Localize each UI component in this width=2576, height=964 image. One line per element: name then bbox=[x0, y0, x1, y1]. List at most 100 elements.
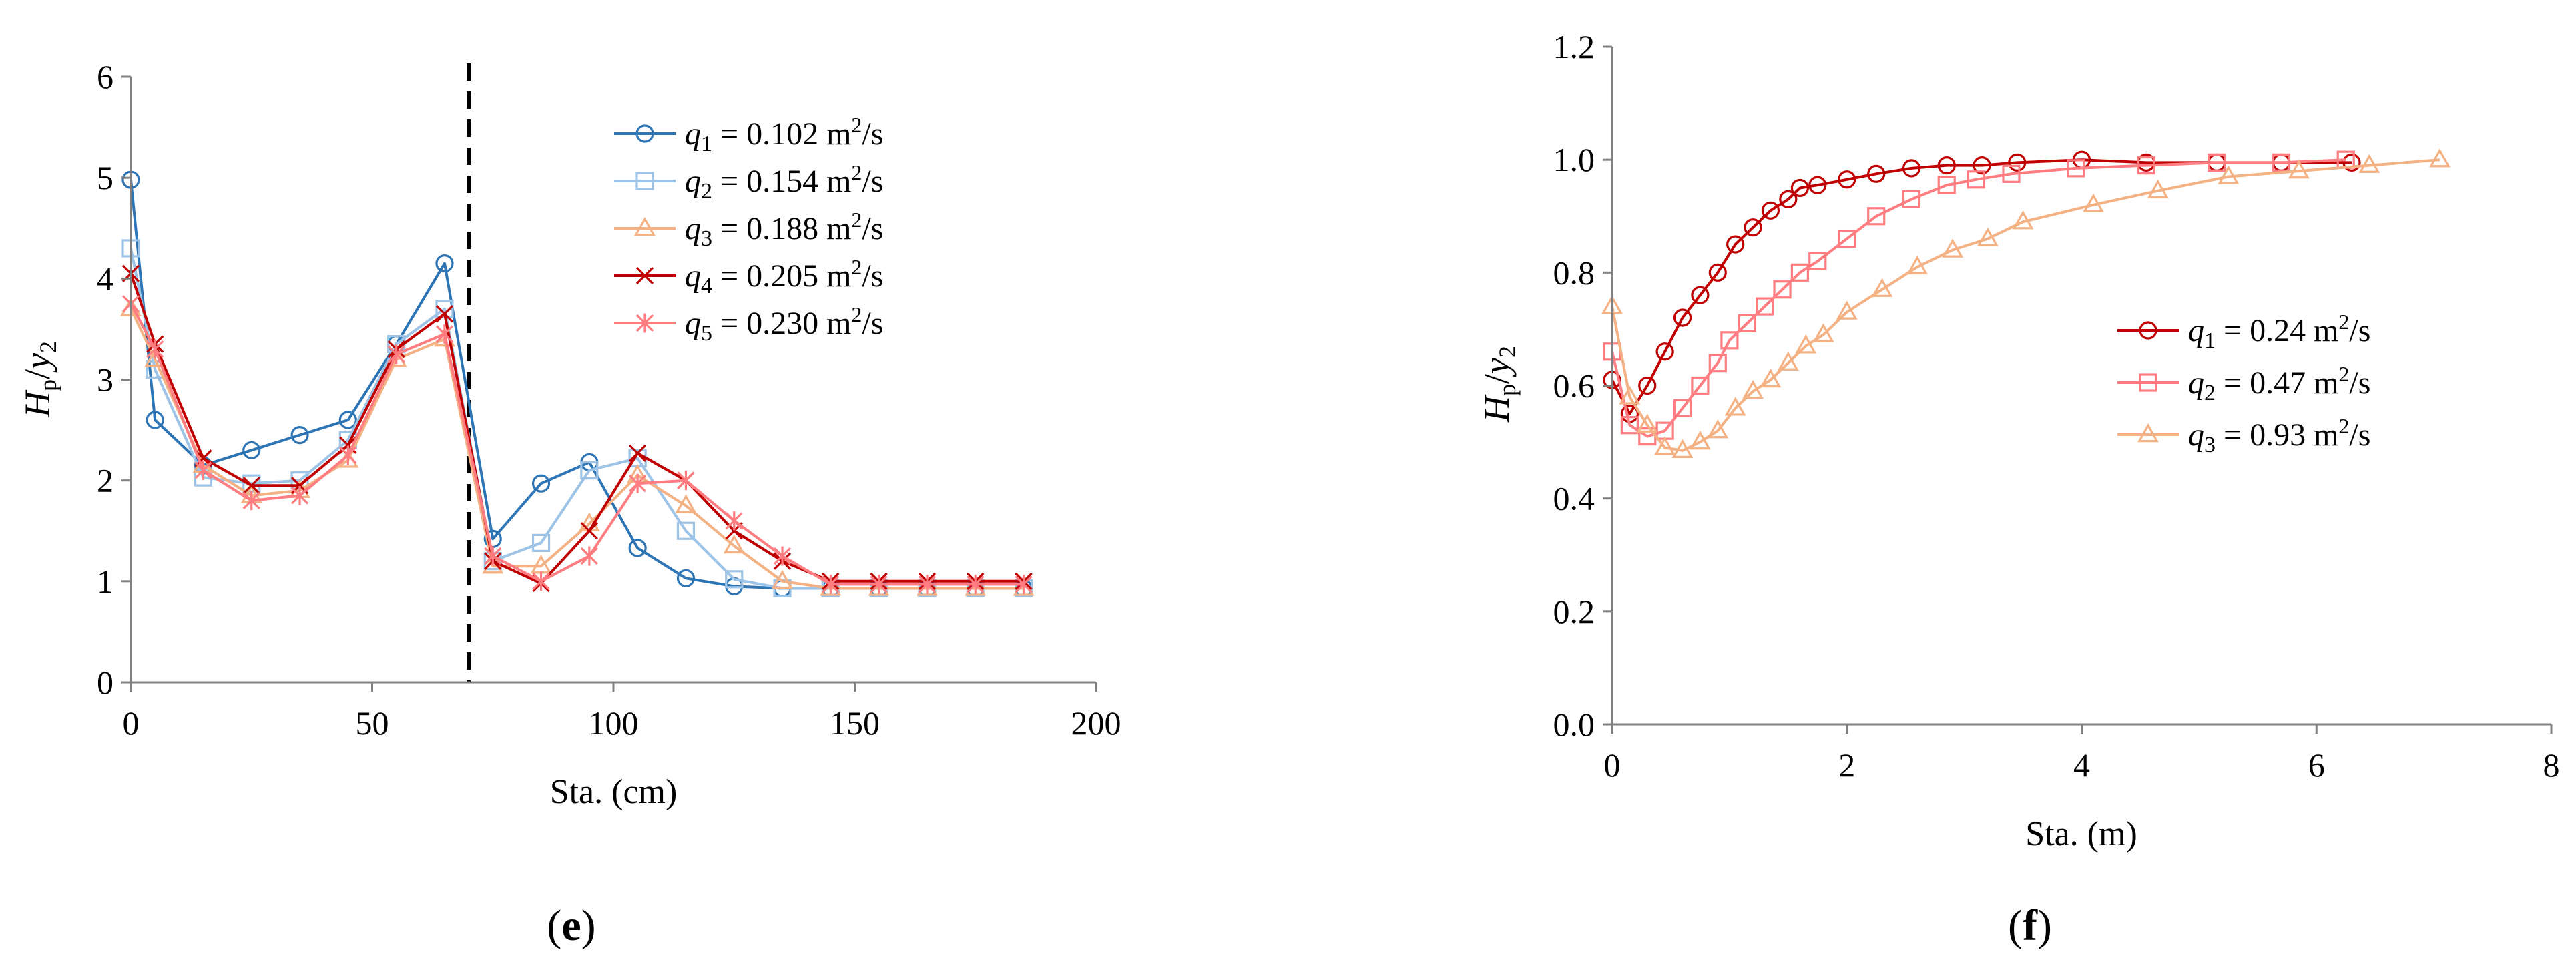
legend-marker bbox=[635, 313, 654, 333]
legend-label: q3 = 0.188 m2/s bbox=[685, 208, 883, 251]
panel-f-x-ticks: 0 2 4 6 8 bbox=[1604, 724, 2560, 784]
legend-label: q5 = 0.230 m2/s bbox=[685, 302, 883, 346]
data-point bbox=[676, 569, 696, 587]
data-point bbox=[2012, 210, 2034, 230]
y-tick-label: 1.2 bbox=[1553, 28, 1595, 65]
data-point bbox=[1977, 227, 1999, 246]
legend-entry-q1: q1 = 0.24 m2/s bbox=[2117, 310, 2370, 353]
data-point bbox=[2147, 179, 2169, 198]
legend-label: q4 = 0.205 m2/s bbox=[685, 255, 883, 298]
legend-entry-q2: q2 = 0.47 m2/s bbox=[2117, 362, 2370, 405]
legend-marker bbox=[2139, 321, 2157, 340]
y-tick-label: 0.4 bbox=[1553, 480, 1595, 517]
data-point bbox=[1756, 297, 1774, 316]
panel-e-x-label: Sta. (cm) bbox=[550, 773, 678, 811]
data-point bbox=[194, 461, 212, 480]
data-point bbox=[628, 539, 647, 557]
data-point bbox=[1937, 176, 1956, 194]
y-tick-label: 0.6 bbox=[1553, 367, 1595, 405]
data-point bbox=[2428, 148, 2451, 168]
data-point bbox=[725, 511, 743, 531]
data-point bbox=[435, 254, 454, 273]
data-point bbox=[1708, 354, 1727, 373]
series-q5 bbox=[121, 294, 1033, 594]
data-point bbox=[1777, 351, 1799, 371]
panel-e-label: (e) bbox=[547, 901, 595, 950]
legend-label: q1 = 0.102 m2/s bbox=[685, 113, 883, 156]
panel-f: 0.0 0.2 0.4 0.6 0.8 1.0 1.2 0 2 4 6 8 Sta. (m) Hp/… bbox=[1477, 28, 2560, 950]
x-tick-label: 4 bbox=[2073, 746, 2090, 784]
data-point bbox=[1942, 238, 1963, 258]
data-point bbox=[338, 411, 357, 429]
data-point bbox=[1738, 314, 1756, 333]
data-point bbox=[2137, 156, 2155, 175]
legend-label: q3 = 0.93 m2/s bbox=[2188, 414, 2370, 457]
legend-entry-q2: q2 = 0.154 m2/s bbox=[614, 160, 883, 204]
data-point bbox=[1720, 331, 1739, 350]
data-point bbox=[435, 324, 454, 344]
data-point bbox=[1760, 368, 1782, 388]
data-point bbox=[1808, 176, 1827, 194]
legend-marker bbox=[635, 172, 654, 190]
data-point bbox=[1689, 431, 1711, 450]
legend-label: q2 = 0.154 m2/s bbox=[685, 160, 883, 204]
data-point bbox=[1620, 416, 1639, 435]
data-point bbox=[1902, 190, 1921, 208]
data-point bbox=[1691, 376, 1710, 395]
data-point bbox=[2008, 153, 2027, 172]
series-q3 bbox=[1601, 148, 2451, 458]
x-tick-label: 150 bbox=[830, 704, 880, 742]
data-point bbox=[1619, 385, 1641, 405]
data-point bbox=[531, 474, 551, 493]
x-tick-label: 6 bbox=[2308, 746, 2325, 784]
data-point bbox=[725, 570, 744, 589]
data-point bbox=[2288, 160, 2310, 179]
data-point bbox=[676, 521, 696, 540]
data-point bbox=[918, 574, 937, 594]
data-point bbox=[677, 471, 695, 491]
data-point bbox=[146, 411, 164, 429]
series-line bbox=[1611, 158, 2440, 452]
legend-marker bbox=[635, 124, 654, 143]
data-point bbox=[1779, 190, 1798, 208]
data-point bbox=[1655, 342, 1674, 361]
data-point bbox=[1744, 218, 1762, 237]
data-point bbox=[2358, 154, 2380, 173]
data-point bbox=[1790, 178, 1809, 198]
data-point bbox=[1761, 201, 1780, 220]
x-tick-label: 2 bbox=[1838, 746, 1855, 784]
data-point bbox=[532, 571, 550, 591]
y-tick-label: 3 bbox=[97, 361, 113, 399]
data-point bbox=[1707, 419, 1729, 439]
y-tick-label: 5 bbox=[97, 159, 113, 196]
data-point bbox=[2342, 153, 2361, 172]
data-point bbox=[1795, 334, 1817, 354]
data-point bbox=[290, 426, 309, 445]
data-point bbox=[772, 569, 793, 589]
data-point bbox=[1867, 207, 1886, 226]
panel-e-y-label: Hp/y2 bbox=[17, 341, 61, 418]
y-tick-label: 0 bbox=[97, 664, 113, 701]
data-point bbox=[1742, 379, 1764, 399]
data-point bbox=[2218, 165, 2240, 184]
series-line bbox=[130, 308, 1024, 590]
data-point bbox=[1708, 263, 1727, 282]
legend-marker bbox=[634, 216, 656, 236]
data-point bbox=[387, 344, 405, 365]
panel-f-legend: q1 = 0.24 m2/s q2 = 0.47 m2/s q3 = 0.93 m2… bbox=[2117, 310, 2370, 457]
data-point bbox=[1773, 280, 1792, 299]
y-tick-label: 1 bbox=[97, 563, 113, 600]
data-point bbox=[435, 305, 454, 323]
data-point bbox=[580, 546, 598, 566]
data-point bbox=[1867, 164, 1886, 183]
data-point bbox=[822, 574, 840, 594]
data-point bbox=[242, 491, 260, 511]
data-point bbox=[1671, 439, 1694, 458]
data-point bbox=[484, 546, 502, 566]
data-point bbox=[773, 546, 792, 566]
panel-e-x-ticks: 0 50 100 150 200 bbox=[123, 682, 1121, 742]
data-point bbox=[1812, 323, 1834, 342]
panel-e: 0 1 2 3 4 5 6 0 50 100 150 200 Sta. (cm) Hp/y2 q1 … bbox=[17, 58, 1121, 950]
y-tick-label: 6 bbox=[97, 58, 113, 95]
